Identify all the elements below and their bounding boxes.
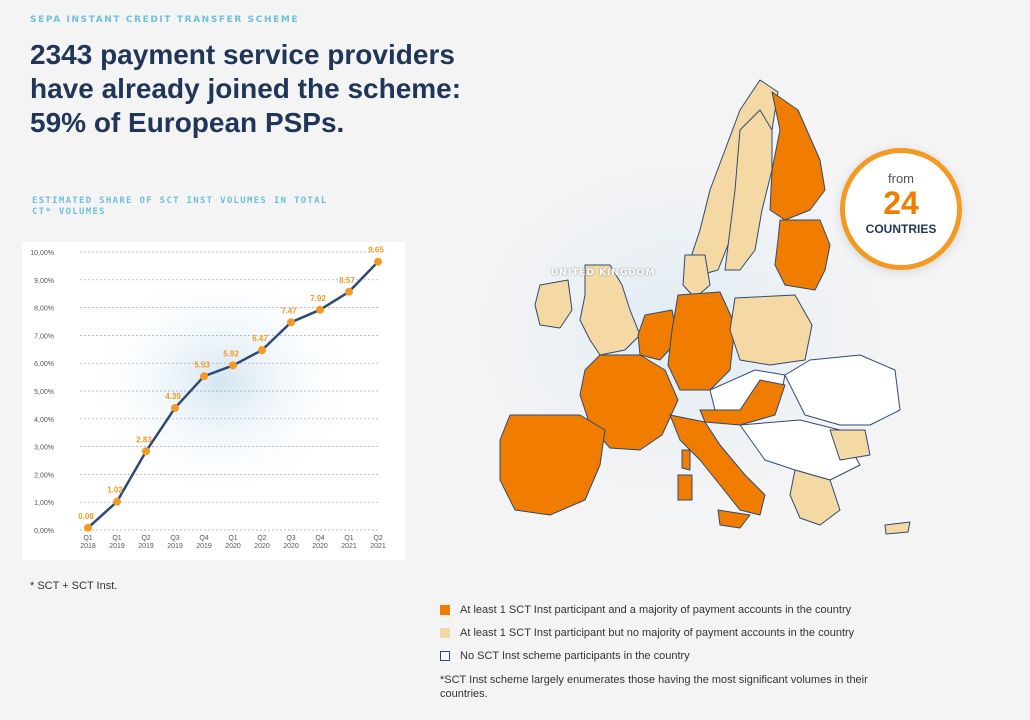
data-label: 5.53	[194, 360, 210, 369]
x-tick-label: Q3	[286, 535, 295, 542]
x-tick-label: Q4	[315, 535, 324, 542]
map-greece	[789, 469, 841, 526]
data-label: 2.83	[136, 435, 152, 444]
y-tick-label: 7,00%	[34, 333, 54, 340]
x-tick-label: Q1	[228, 535, 237, 542]
map-italy	[669, 414, 766, 516]
legend-swatch-minority	[440, 627, 450, 638]
y-tick-label: 10,00%	[30, 250, 54, 257]
map-label-uk: UNITED KINGDOM	[551, 268, 656, 278]
map-corsica	[681, 449, 691, 471]
map-cyprus	[884, 521, 911, 535]
y-tick-label: 8,00%	[34, 306, 54, 313]
legend-swatch-majority	[440, 604, 450, 615]
x-tick-label: Q1	[112, 535, 121, 542]
x-tick-label: 2020	[283, 543, 299, 550]
map-bulgaria	[829, 429, 871, 461]
data-label: 4.39	[165, 392, 181, 401]
map-ireland	[534, 279, 573, 329]
data-point	[374, 257, 382, 266]
x-tick-label: Q1	[344, 535, 353, 542]
map-poland	[729, 294, 813, 366]
x-tick-label: 2019	[167, 543, 183, 550]
data-point	[84, 523, 92, 532]
map-legend: At least 1 SCT Inst participant and a ma…	[440, 598, 910, 701]
map-balkans	[739, 419, 861, 481]
legend-note: *SCT Inst scheme largely enumerates thos…	[440, 674, 868, 700]
legend-label-minority: At least 1 SCT Inst participant but no m…	[460, 626, 855, 639]
legend-label-majority: At least 1 SCT Inst participant and a ma…	[460, 603, 852, 616]
map-east	[784, 354, 901, 426]
map-denmark	[682, 254, 711, 299]
countries-badge: from 24 COUNTRIES	[840, 148, 962, 270]
badge-unit: COUNTRIES	[865, 222, 937, 236]
data-label: 5.92	[223, 349, 239, 358]
x-tick-label: Q2	[373, 535, 382, 542]
y-tick-label: 9,00%	[34, 278, 54, 285]
headline: 2343 payment service providers have alre…	[30, 39, 462, 138]
map-sardinia	[677, 474, 693, 501]
data-label: 7.47	[281, 306, 297, 315]
data-point	[113, 497, 121, 506]
line-chart: 0,00% 1,00% 2,00% 3,00% 4,00% 5,00% 6,00% 7,00%…	[30, 246, 386, 550]
x-tick-label: Q2	[141, 535, 150, 542]
legend-label-none: No SCT Inst scheme participants in the c…	[460, 649, 690, 662]
x-tick-label: Q1	[83, 535, 92, 542]
x-tick-label: 2021	[341, 543, 357, 550]
chart-footnote: * SCT + SCT Inst.	[30, 580, 118, 592]
data-label: 0.08	[78, 512, 94, 521]
x-tick-label: 2018	[80, 543, 96, 550]
data-point	[171, 403, 179, 412]
legend-swatch-none	[440, 650, 450, 661]
x-tick-label: 2021	[370, 543, 386, 550]
x-tick-label: 2019	[109, 543, 125, 550]
data-point	[200, 372, 208, 381]
x-tick-label: 2020	[254, 543, 270, 550]
badge-number: 24	[883, 185, 919, 221]
legend-item-majority: At least 1 SCT Inst participant and a ma…	[440, 598, 910, 621]
y-tick-label: 0,00%	[34, 528, 54, 535]
y-tick-label: 2,00%	[34, 472, 54, 479]
data-label: 9.65	[368, 246, 384, 255]
scheme-kicker: SEPA INSTANT CREDIT TRANSFER SCHEME	[30, 15, 300, 25]
y-tick-label: 6,00%	[34, 361, 54, 368]
map-baltics	[774, 219, 831, 291]
map-austria	[699, 379, 786, 426]
map-iberia	[499, 414, 606, 516]
x-tick-label: Q4	[199, 535, 208, 542]
map-finland	[769, 91, 826, 221]
x-tick-label: Q3	[170, 535, 179, 542]
badge-from: from	[888, 171, 914, 186]
data-point	[229, 361, 237, 370]
map-sicily	[717, 509, 751, 529]
data-label: 1.02	[107, 486, 123, 495]
data-label: 7.92	[310, 294, 326, 303]
x-tick-label: 2020	[225, 543, 241, 550]
data-point	[287, 318, 295, 327]
legend-item-none: No SCT Inst scheme participants in the c…	[440, 644, 910, 667]
legend-item-minority: At least 1 SCT Inst participant but no m…	[440, 621, 910, 644]
map-uk	[579, 264, 641, 356]
map-sweden	[724, 109, 773, 271]
y-tick-label: 4,00%	[34, 417, 54, 424]
x-tick-label: 2019	[196, 543, 212, 550]
y-tick-label: 3,00%	[34, 445, 54, 452]
data-point	[142, 447, 150, 456]
data-point	[345, 287, 353, 296]
x-tick-label: Q2	[257, 535, 266, 542]
y-tick-label: 5,00%	[34, 389, 54, 396]
y-tick-label: 1,00%	[34, 500, 54, 507]
line-chart-panel: 0,00% 1,00% 2,00% 3,00% 4,00% 5,00% 6,00% 7,00%…	[22, 242, 405, 560]
europe-map	[400, 70, 1020, 560]
map-benelux	[637, 309, 679, 361]
data-label: 8.57	[339, 276, 355, 285]
data-label: 6.47	[252, 334, 268, 343]
x-tick-label: 2020	[312, 543, 328, 550]
data-point	[258, 346, 266, 355]
map-germany	[667, 291, 736, 391]
data-point	[316, 305, 324, 314]
map-france	[579, 354, 679, 451]
chart-title: ESTIMATED SHARE OF SCT INST VOLUMES IN T…	[32, 196, 328, 217]
x-tick-label: 2019	[138, 543, 154, 550]
